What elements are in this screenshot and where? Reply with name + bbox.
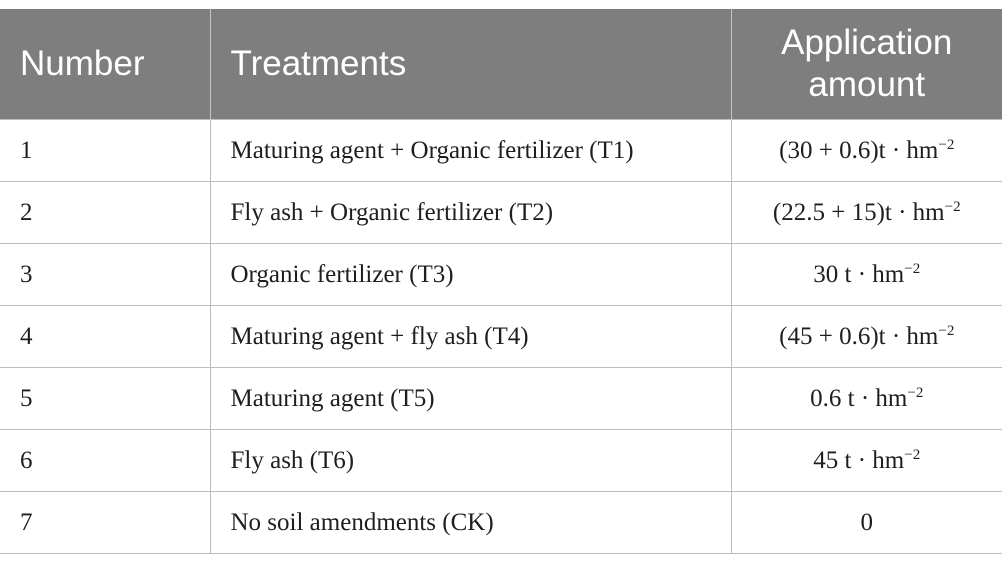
- table-header: Number Treatments Application amount: [0, 9, 1002, 120]
- cell-treatment: Organic fertilizer (T3): [210, 243, 732, 306]
- amount-exponent: −2: [938, 136, 955, 153]
- cell-treatment: Fly ash + Organic fertilizer (T2): [210, 181, 732, 244]
- header-treatments: Treatments: [210, 9, 732, 120]
- table-row: 3 Organic fertilizer (T3) 30 t · hm−2: [0, 243, 1002, 306]
- table-row: 2 Fly ash + Organic fertilizer (T2) (22.…: [0, 181, 1002, 244]
- cell-number: 1: [0, 119, 211, 182]
- cell-treatment: Fly ash (T6): [210, 429, 732, 492]
- treatments-table: Number Treatments Application amount 1 M…: [0, 9, 1002, 554]
- amount-value: (45 + 0.6)t · hm: [779, 322, 939, 350]
- amount-value: (30 + 0.6)t · hm: [779, 136, 939, 164]
- cell-treatment: Maturing agent + fly ash (T4): [210, 305, 732, 368]
- cell-amount: 30 t · hm−2: [731, 243, 1002, 306]
- table-row: 5 Maturing agent (T5) 0.6 t · hm−2: [0, 367, 1002, 430]
- cell-amount: (30 + 0.6)t · hm−2: [731, 119, 1002, 182]
- cell-number: 5: [0, 367, 211, 430]
- table-row: 1 Maturing agent + Organic fertilizer (T…: [0, 119, 1002, 182]
- table-row: 4 Maturing agent + fly ash (T4) (45 + 0.…: [0, 305, 1002, 368]
- header-row: Number Treatments Application amount: [0, 9, 1002, 120]
- header-application-amount: Application amount: [731, 9, 1002, 120]
- cell-number: 4: [0, 305, 211, 368]
- cell-amount: (45 + 0.6)t · hm−2: [731, 305, 1002, 368]
- table-body: 1 Maturing agent + Organic fertilizer (T…: [0, 119, 1002, 554]
- cell-amount: 0.6 t · hm−2: [731, 367, 1002, 430]
- cell-amount: 45 t · hm−2: [731, 429, 1002, 492]
- amount-exponent: −2: [904, 446, 921, 463]
- cell-number: 2: [0, 181, 211, 244]
- cell-amount: (22.5 + 15)t · hm−2: [731, 181, 1002, 244]
- cell-amount: 0: [731, 491, 1002, 554]
- table-row: 6 Fly ash (T6) 45 t · hm−2: [0, 429, 1002, 492]
- amount-value: 0.6 t · hm: [810, 384, 908, 412]
- amount-exponent: −2: [938, 322, 955, 339]
- amount-value: 45 t · hm: [813, 446, 905, 474]
- amount-value: 0: [860, 508, 874, 536]
- header-number: Number: [0, 9, 211, 120]
- cell-treatment: No soil amendments (CK): [210, 491, 732, 554]
- cell-number: 3: [0, 243, 211, 306]
- amount-value: 30 t · hm: [813, 260, 905, 288]
- cell-treatment: Maturing agent + Organic fertilizer (T1): [210, 119, 732, 182]
- amount-exponent: −2: [907, 384, 924, 401]
- cell-treatment: Maturing agent (T5): [210, 367, 732, 430]
- table-row: 7 No soil amendments (CK) 0: [0, 491, 1002, 554]
- cell-number: 6: [0, 429, 211, 492]
- amount-exponent: −2: [904, 260, 921, 277]
- amount-value: (22.5 + 15)t · hm: [772, 198, 945, 226]
- cell-number: 7: [0, 491, 211, 554]
- amount-exponent: −2: [944, 198, 961, 215]
